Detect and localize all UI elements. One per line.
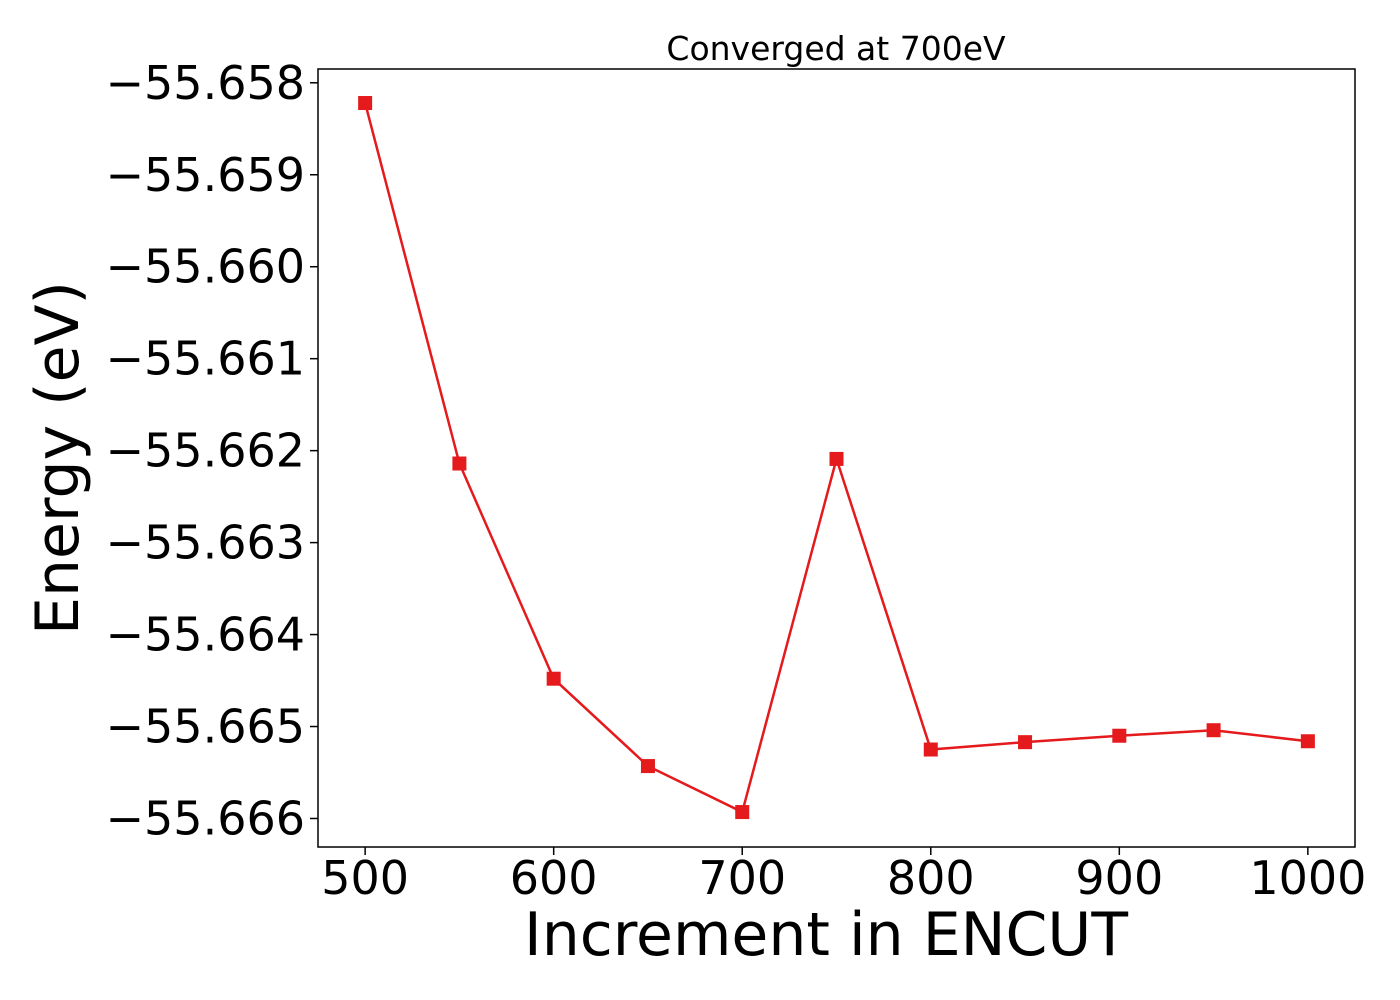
y-tick-label: −55.659 bbox=[106, 148, 306, 202]
y-tick-label: −55.661 bbox=[106, 332, 306, 386]
series-layer bbox=[358, 96, 1315, 820]
data-point-marker bbox=[1300, 734, 1315, 749]
y-tick-label: −55.664 bbox=[106, 608, 306, 662]
x-tick-label: 600 bbox=[510, 851, 598, 905]
x-axis-label: Increment in ENCUT bbox=[524, 900, 1128, 970]
x-tick-label: 800 bbox=[887, 851, 975, 905]
data-point-marker bbox=[1112, 728, 1127, 743]
x-tick-label: 1000 bbox=[1249, 851, 1366, 905]
x-tick-label: 500 bbox=[321, 851, 409, 905]
x-axis-ticks: 500 600 700 800 900 1000 bbox=[321, 847, 1366, 905]
x-tick-label: 900 bbox=[1075, 851, 1163, 905]
plot-frame bbox=[317, 68, 1356, 848]
data-point-marker bbox=[1206, 723, 1221, 738]
data-point-marker bbox=[735, 805, 750, 820]
data-point-marker bbox=[640, 759, 655, 774]
chart-title: Converged at 700eV bbox=[666, 29, 1006, 68]
data-point-marker bbox=[546, 671, 561, 686]
y-tick-label: −55.665 bbox=[106, 700, 306, 754]
data-point-marker bbox=[829, 451, 844, 466]
y-tick-label: −55.660 bbox=[106, 240, 306, 294]
data-point-marker bbox=[923, 742, 938, 757]
y-tick-label: −55.666 bbox=[106, 791, 306, 845]
y-axis-ticks: −55.658 −55.659 −55.660 −55.661 −55.662 −55.6… bbox=[106, 56, 318, 845]
data-point-marker bbox=[1018, 735, 1033, 750]
data-point-marker bbox=[452, 456, 467, 471]
x-tick-label: 700 bbox=[698, 851, 786, 905]
y-tick-label: −55.662 bbox=[106, 424, 306, 478]
y-tick-label: −55.658 bbox=[106, 56, 306, 110]
data-point-marker bbox=[358, 96, 373, 111]
y-tick-label: −55.663 bbox=[106, 516, 306, 570]
y-axis-label: Energy (eV) bbox=[23, 281, 93, 635]
